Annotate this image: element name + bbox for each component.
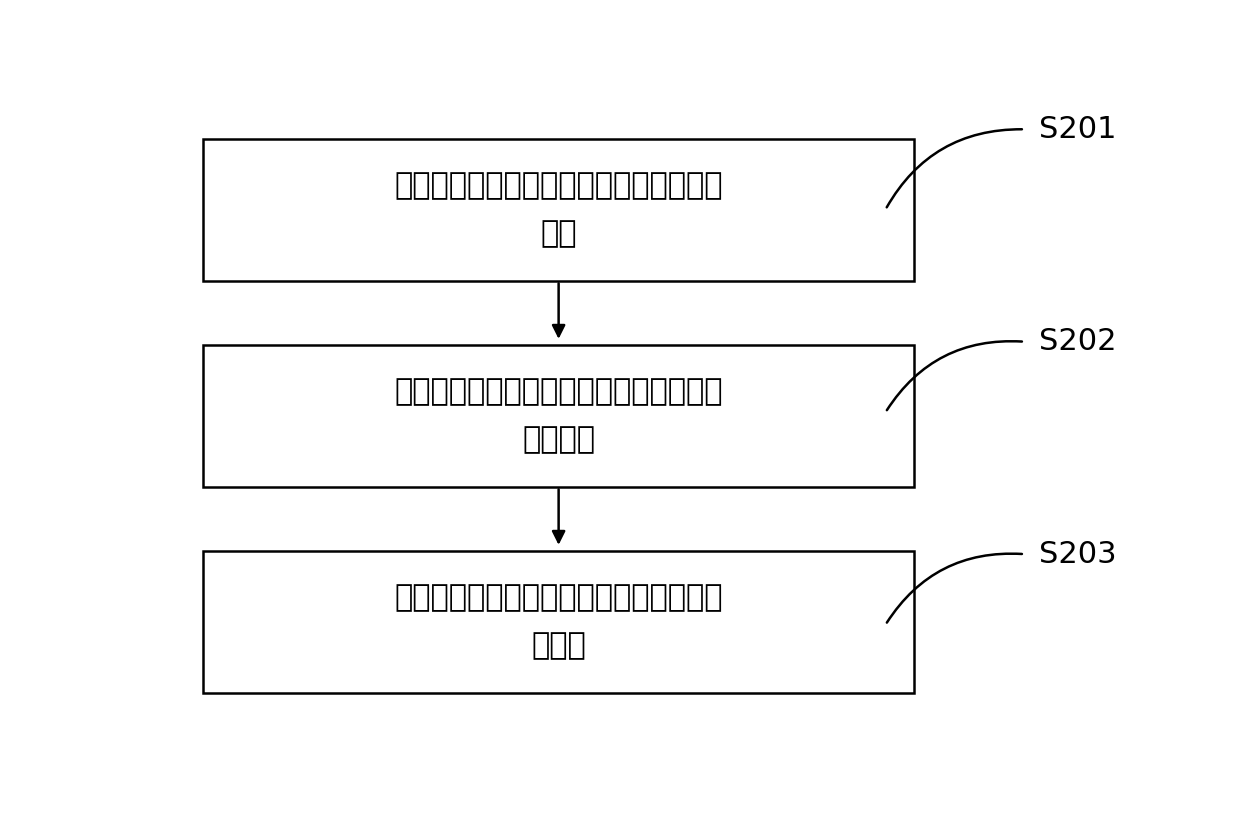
Text: S202: S202 [1039,327,1116,356]
Text: S201: S201 [1039,115,1116,144]
Text: 扫描曝光在档案缩微影像前面或后面的二
维码: 扫描曝光在档案缩微影像前面或后面的二 维码 [394,171,723,248]
Bar [203,551,914,692]
Text: 将扫描出的各个二维码转换成相应的档案
条目信息: 将扫描出的各个二维码转换成相应的档案 条目信息 [394,378,723,454]
Bar [203,139,914,281]
Bar [203,345,914,487]
Text: 将转换成的档案条目信息添加到相应的数
据库中: 将转换成的档案条目信息添加到相应的数 据库中 [394,584,723,660]
Text: S203: S203 [1039,540,1117,568]
